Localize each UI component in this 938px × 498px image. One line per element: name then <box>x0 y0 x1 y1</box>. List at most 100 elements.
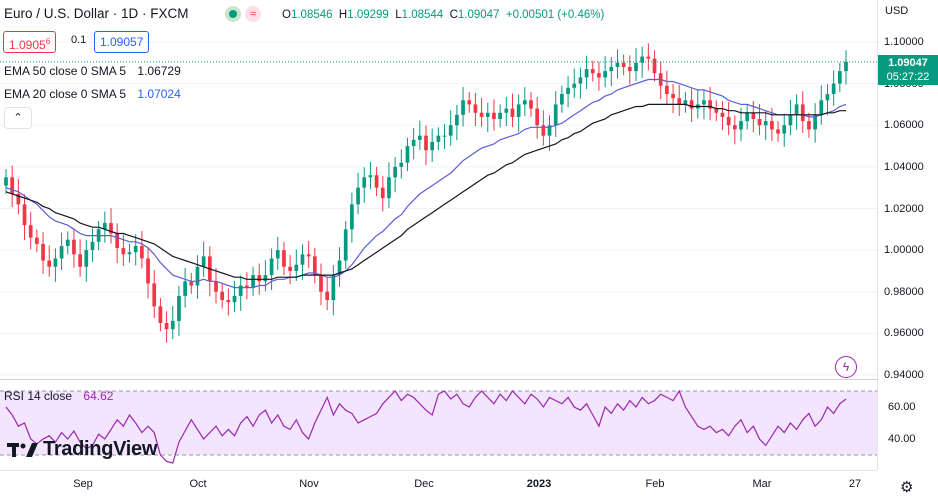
price-label: 1.04000 <box>884 160 924 173</box>
ema20-legend[interactable]: EMA 20 close 0 SMA 5 1.07024 <box>4 87 181 101</box>
time-label-sep: Sep <box>73 478 93 490</box>
bar-countdown: 05:27:22 <box>886 71 930 83</box>
candle-body <box>251 275 255 288</box>
candle-body <box>615 62 620 67</box>
collapse-legend-button[interactable]: ⌃ <box>4 107 32 129</box>
candle-body <box>220 291 225 301</box>
candle-body <box>467 100 472 105</box>
candle-body <box>405 146 410 163</box>
price-chart[interactable] <box>0 0 877 379</box>
candle-body <box>844 61 848 72</box>
candle-body <box>214 281 218 292</box>
last-price-value: 1.09047 <box>888 57 928 69</box>
spread-value: 0.1 <box>71 34 87 46</box>
candle-body <box>627 66 632 72</box>
time-axis[interactable] <box>0 470 877 498</box>
candle-body <box>597 73 601 78</box>
candle-body <box>442 135 447 137</box>
candle-body <box>16 193 21 205</box>
candle-body <box>411 139 416 147</box>
candle-body <box>739 121 743 130</box>
price-label: 1.00000 <box>884 244 924 257</box>
candle-body <box>825 94 830 101</box>
candle-body <box>10 177 15 194</box>
candle-body <box>4 177 8 186</box>
price-label: 0.98000 <box>884 285 924 298</box>
rsi-legend[interactable]: RSI 14 close 64.62 <box>4 389 114 403</box>
candle-body <box>325 291 330 301</box>
time-label-mar: Mar <box>752 478 772 490</box>
candle-body <box>813 114 817 130</box>
candle-body <box>590 69 595 74</box>
candle-body <box>35 237 39 244</box>
candle-body <box>757 119 762 126</box>
price-scale[interactable] <box>877 0 938 470</box>
candle-body <box>448 125 453 136</box>
symbol-title[interactable]: Euro / U.S. Dollar · 1D · FXCM <box>4 6 189 21</box>
candle-body <box>640 56 645 63</box>
candle-body <box>603 71 607 78</box>
currency-label[interactable]: USD <box>885 5 909 17</box>
price-label: 0.96000 <box>884 327 924 340</box>
candle-body <box>578 77 583 84</box>
rsi-band <box>0 391 877 455</box>
candle-body <box>102 223 107 230</box>
candle-body <box>368 175 373 178</box>
candle-body <box>275 250 280 259</box>
rsi-pane[interactable] <box>0 379 877 470</box>
candle-body <box>387 177 391 199</box>
time-label-27: 27 <box>848 478 862 490</box>
market-open-icon <box>225 6 241 22</box>
candle-body <box>399 162 404 167</box>
candle-body <box>492 112 496 120</box>
candle-body <box>770 121 774 130</box>
candle-body <box>72 239 76 255</box>
rsi-label-40: 40.00 <box>888 433 916 445</box>
price-label: 1.06000 <box>884 119 924 132</box>
wave-icon[interactable]: ≈ <box>245 6 261 22</box>
candle-body <box>782 125 787 134</box>
pane-separator[interactable] <box>0 379 877 380</box>
candle-body <box>553 104 558 126</box>
ema20-line <box>5 78 847 289</box>
sell-button[interactable]: 1.09056 <box>3 31 57 53</box>
candle-body <box>547 125 552 136</box>
candle-body <box>479 112 484 117</box>
candle-body <box>535 108 540 126</box>
candle-body <box>461 100 465 115</box>
time-label-feb: Feb <box>645 478 665 490</box>
candle-body <box>572 83 577 88</box>
ema50-legend[interactable]: EMA 50 close 0 SMA 5 1.06729 <box>4 64 181 78</box>
candle-body <box>560 94 564 105</box>
candle-body <box>133 245 138 253</box>
candle-body <box>634 62 638 72</box>
buy-button[interactable]: 1.09057 <box>94 31 150 53</box>
candle-body <box>529 100 533 109</box>
candle-body <box>510 108 515 117</box>
candle-body <box>300 254 305 265</box>
candle-body <box>294 264 299 271</box>
candle-body <box>59 245 64 259</box>
candle-body <box>121 248 126 255</box>
lightning-icon[interactable]: ϟ <box>835 356 857 378</box>
candle-body <box>84 250 89 267</box>
candle-body <box>232 295 237 303</box>
tradingview-logo-icon <box>7 442 38 457</box>
candle-body <box>455 114 459 126</box>
candle-body <box>28 225 33 238</box>
settings-gear-icon[interactable]: ⚙ <box>900 479 914 496</box>
price-label: 0.94000 <box>884 369 924 381</box>
ema50-line <box>5 103 846 280</box>
candle-body <box>331 275 336 301</box>
candle-body <box>393 166 397 178</box>
candlestick-series <box>4 43 848 343</box>
candle-body <box>288 266 292 271</box>
candle-body <box>362 177 367 188</box>
candle-body <box>665 85 669 95</box>
candle-body <box>356 187 360 205</box>
candle-body <box>146 258 150 284</box>
candle-body <box>776 129 780 134</box>
candle-body <box>720 112 725 117</box>
candle-body <box>245 285 249 288</box>
price-label: 1.02000 <box>884 202 924 215</box>
